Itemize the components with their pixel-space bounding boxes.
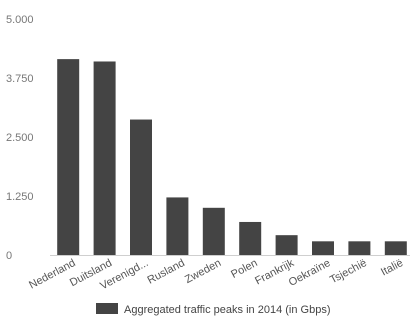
bar[interactable]: [348, 241, 371, 255]
y-tick-label: 2.500: [6, 132, 34, 144]
y-tick-label: 0: [6, 250, 12, 262]
bar[interactable]: [312, 241, 334, 255]
y-tick-label: 3.750: [6, 73, 34, 85]
legend-swatch[interactable]: [96, 303, 118, 314]
x-tick-label: Zweden: [183, 257, 223, 286]
legend-label[interactable]: Aggregated traffic peaks in 2014 (in Gbp…: [124, 304, 330, 316]
y-axis: 0 1.250 2.500 3.750 5.000: [6, 14, 34, 262]
bar[interactable]: [384, 241, 407, 255]
x-axis-labels: NederlandDuitslandVerenigd...RuslandZwed…: [27, 257, 405, 293]
x-tick-label: Tsjechië: [328, 257, 369, 286]
bar[interactable]: [166, 197, 189, 255]
bar[interactable]: [275, 235, 298, 255]
x-tick-label: Oekraïne: [287, 257, 333, 289]
bar[interactable]: [130, 119, 152, 255]
y-tick-label: 1.250: [6, 191, 34, 203]
x-tick-label: Nederland: [27, 257, 77, 291]
legend[interactable]: Aggregated traffic peaks in 2014 (in Gbp…: [96, 303, 330, 316]
bar[interactable]: [239, 221, 262, 255]
bar[interactable]: [202, 207, 225, 255]
bars-group: [57, 59, 407, 256]
x-tick-label: Italië: [379, 257, 405, 279]
y-tick-label: 5.000: [6, 14, 34, 26]
x-tick-label: Rusland: [146, 257, 187, 287]
bar[interactable]: [57, 59, 80, 256]
bar[interactable]: [93, 61, 116, 256]
